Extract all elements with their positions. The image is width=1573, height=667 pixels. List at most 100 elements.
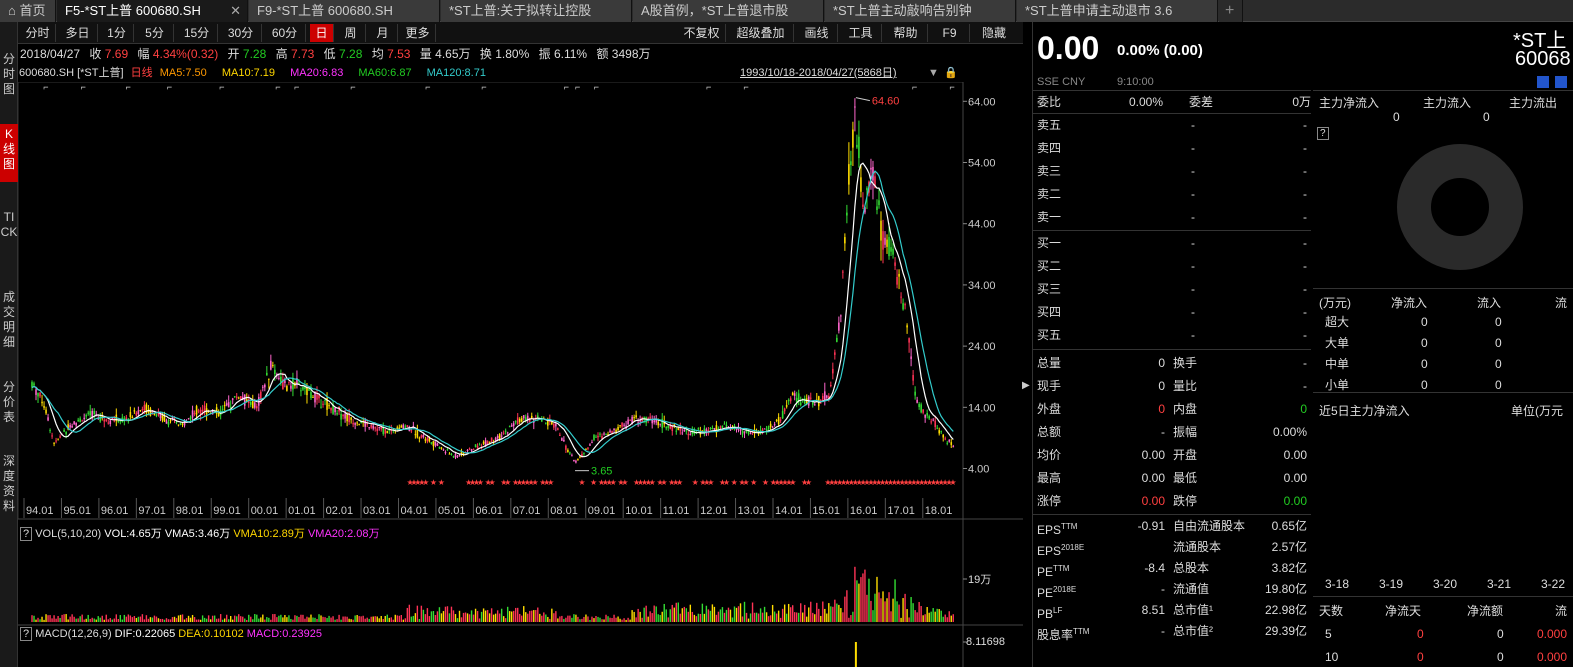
- candle-body: [424, 439, 427, 441]
- volume-bar: [553, 613, 555, 622]
- candle-body: [860, 177, 862, 192]
- fin-value: -0.91: [1137, 519, 1165, 533]
- candle-body: [591, 442, 593, 444]
- period-1min[interactable]: 1分: [100, 24, 134, 42]
- help-icon[interactable]: ?: [1317, 127, 1329, 140]
- volume-bar: [826, 613, 828, 622]
- tab-f9[interactable]: F9-*ST上普 600680.SH: [249, 0, 440, 22]
- period-intraday[interactable]: 分时: [20, 24, 56, 42]
- f9-button[interactable]: F9: [930, 24, 970, 42]
- volume-bar: [49, 615, 51, 622]
- help-icon[interactable]: ?: [20, 627, 33, 641]
- event-star-icon: ★: [414, 478, 421, 487]
- event-star-icon: ★: [844, 478, 851, 487]
- candle-body: [629, 419, 631, 421]
- volume-bar: [723, 612, 726, 622]
- candle-body: [789, 398, 792, 402]
- sidebar-tab-kline[interactable]: K线图: [0, 124, 18, 182]
- sidebar-tab-trades[interactable]: 成交明细: [2, 290, 15, 349]
- new-tab-button[interactable]: +: [1219, 0, 1243, 22]
- draw-line-button[interactable]: 画线: [796, 24, 838, 42]
- volume-bar: [753, 612, 756, 622]
- candle-body: [504, 430, 507, 432]
- hide-button[interactable]: 隐藏: [981, 26, 1006, 40]
- volume-bar: [470, 610, 473, 622]
- event-star-icon: ★: [887, 478, 894, 487]
- volume-bar: [615, 617, 617, 622]
- no-adjust-button[interactable]: 不复权: [678, 24, 726, 42]
- volume-bar: [452, 610, 455, 622]
- volume-bar: [860, 577, 862, 622]
- candle-body: [667, 425, 670, 428]
- sidebar-tab-tick[interactable]: TICK: [0, 210, 18, 239]
- candle-body: [372, 425, 375, 429]
- volume-bar: [834, 599, 836, 622]
- range-dropdown-icon[interactable]: ▼: [928, 67, 939, 79]
- help-icon[interactable]: ?: [20, 527, 33, 541]
- kline-chart[interactable]: 64.603.65⌐ ⌐ ⌐ ⌐ ⌐ ⌐ ⌐ ⌐ ⌐ ⌐ ⌐ ⌐ ⌐ ⌐ ⌐ ⌐ ⌐★★★★★ ★ ★ ★★★★ ★★ ★…: [18, 82, 1023, 667]
- close-icon[interactable]: ✕: [230, 3, 241, 18]
- period-day[interactable]: 日: [310, 24, 334, 42]
- event-star-icon: ★: [781, 478, 788, 487]
- sidebar-tab-deep-info[interactable]: 深度资料: [2, 454, 15, 513]
- fin-label: EPSTTM: [1037, 522, 1078, 537]
- candle-body: [916, 399, 918, 403]
- period-60min[interactable]: 60分: [264, 24, 306, 42]
- volume-bar: [262, 614, 264, 622]
- sidebar-tab-price-table[interactable]: 分价表: [2, 380, 15, 424]
- volume-bar: [629, 619, 631, 622]
- period-15min[interactable]: 15分: [176, 24, 218, 42]
- candle-body: [306, 387, 308, 396]
- period-week[interactable]: 周: [336, 24, 366, 42]
- volume-bar: [356, 615, 358, 622]
- period-5min[interactable]: 5分: [136, 24, 174, 42]
- volume-bar: [33, 615, 35, 622]
- bid-row: 买二 - -: [1037, 255, 1311, 277]
- tab-news-4[interactable]: *ST上普申请主动退市 3.6: [1017, 0, 1218, 22]
- volume-bar: [474, 608, 477, 622]
- volume-bar: [844, 596, 846, 622]
- tab-home[interactable]: ⌂ 首页: [0, 0, 56, 22]
- x-tick-label: 16.01: [850, 505, 878, 517]
- tools-button[interactable]: 工具: [840, 24, 882, 42]
- volume-bar: [828, 603, 830, 622]
- volume-bar: [930, 611, 932, 622]
- volume-bar: [892, 598, 894, 622]
- period-more[interactable]: 更多: [400, 24, 436, 42]
- tab-f5[interactable]: F5-*ST上普 600680.SH ✕: [57, 0, 248, 22]
- event-star-icon: ★: [660, 478, 667, 487]
- volume-bar: [515, 607, 517, 622]
- volume-bar: [605, 614, 607, 622]
- period-30min[interactable]: 30分: [220, 24, 262, 42]
- volume-bar: [45, 614, 47, 622]
- candle-body: [85, 415, 87, 417]
- candle-body: [386, 431, 389, 434]
- event-star-icon: ★: [610, 478, 617, 487]
- stat-value: 0.00: [1283, 471, 1307, 485]
- volume-bar: [751, 602, 754, 622]
- collapse-arrow-icon[interactable]: ▶: [1022, 380, 1030, 391]
- period-month[interactable]: 月: [368, 24, 398, 42]
- help-button[interactable]: 帮助: [884, 24, 928, 42]
- tab-news-1[interactable]: *ST上普:关于拟转让控股: [441, 0, 632, 22]
- tab-news-3[interactable]: *ST上普主动敲响告别钟: [825, 0, 1016, 22]
- volume-bar: [268, 617, 270, 622]
- tab-news-2[interactable]: A股首例，*ST上普退市股: [633, 0, 824, 22]
- alert-icon[interactable]: [1555, 76, 1567, 88]
- event-star-icon: ★: [836, 478, 843, 487]
- volume-bar: [161, 618, 164, 622]
- date-range-label[interactable]: 1993/10/18-2018/04/27(5868日): [740, 67, 897, 79]
- candle-body: [39, 392, 41, 397]
- volume-bar: [649, 611, 651, 622]
- edit-icon[interactable]: [1537, 76, 1549, 88]
- fin-label: PBLF: [1037, 606, 1063, 621]
- lock-icon[interactable]: 🔒: [944, 67, 958, 79]
- sidebar-tab-intraday[interactable]: 分时图: [2, 52, 15, 96]
- event-star-icon: ★: [703, 478, 710, 487]
- event-star-icon: ★: [406, 478, 413, 487]
- super-overlay-button[interactable]: 超级叠加: [728, 24, 794, 42]
- volume-bar: [157, 618, 160, 622]
- volume-bar: [607, 616, 609, 622]
- period-multiday[interactable]: 多日: [58, 24, 98, 42]
- volume-bar: [922, 615, 924, 622]
